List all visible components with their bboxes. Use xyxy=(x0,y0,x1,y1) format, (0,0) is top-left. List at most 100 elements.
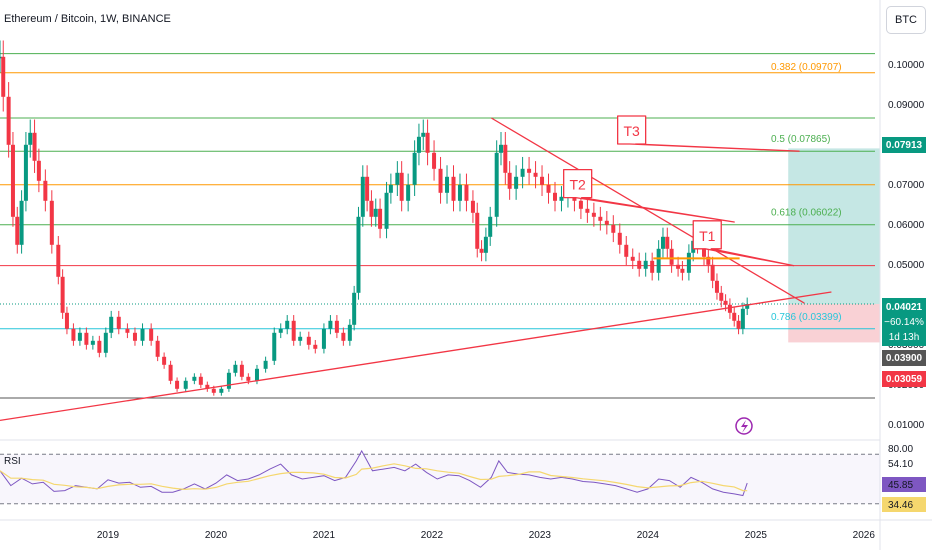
candle-body-69 xyxy=(421,132,426,137)
candle-body-34 xyxy=(205,384,210,389)
candle-body-3 xyxy=(10,144,15,217)
callout-label-2: T1 xyxy=(699,228,716,244)
candle-body-97 xyxy=(585,208,590,213)
callout-label-1: T2 xyxy=(569,177,586,193)
candle-body-28 xyxy=(162,356,167,365)
rsi-panel: RSI 80.00 54.10 45.85 34.46 xyxy=(0,439,926,512)
fib-label-3: 0.786 (0.03399) xyxy=(771,312,842,323)
candle-body-113 xyxy=(680,268,685,273)
candle-body-49 xyxy=(313,344,318,349)
candle-body-51 xyxy=(328,320,333,329)
candle-body-57 xyxy=(360,176,365,217)
candle-body-107 xyxy=(650,260,655,273)
x-tick-label-7: 2026 xyxy=(853,530,876,541)
candle-body-20 xyxy=(103,332,108,353)
x-tick-label-1: 2020 xyxy=(205,530,228,541)
candle-body-123 xyxy=(727,304,732,313)
y-tick-label-4: 0.06000 xyxy=(888,220,925,231)
candle-body-16 xyxy=(77,332,82,341)
candle-body-58 xyxy=(365,176,370,201)
x-tick-label-2: 2021 xyxy=(313,530,336,541)
rsi-level-2: 45.85 xyxy=(888,480,913,491)
candle-body-54 xyxy=(347,324,352,341)
callout-bubble-1 xyxy=(563,168,735,223)
candle-body-126 xyxy=(740,308,745,329)
candle-body-110 xyxy=(665,236,670,249)
y-tick-label-9: 0.01000 xyxy=(888,420,925,431)
candle-body-18 xyxy=(90,340,95,345)
candle-body-52 xyxy=(334,320,339,333)
y-tick-label-5: 0.05000 xyxy=(888,260,925,271)
candle-body-85 xyxy=(507,172,512,189)
price-change: −60.14% xyxy=(884,316,924,328)
candle-body-121 xyxy=(719,292,724,301)
candle-body-39 xyxy=(239,364,244,377)
candle-body-14 xyxy=(64,312,69,329)
candle-body-1 xyxy=(1,56,6,97)
candle-body-21 xyxy=(109,316,114,333)
candle-body-29 xyxy=(168,364,173,381)
candle-body-73 xyxy=(445,176,450,193)
currency-button[interactable]: BTC xyxy=(886,6,926,34)
rsi-level-tag-3 xyxy=(882,497,926,512)
flash-icon[interactable] xyxy=(735,417,753,435)
candle-body-55 xyxy=(352,292,357,325)
fib-label-1: 0.5 (0.07865) xyxy=(771,134,831,145)
candle-body-103 xyxy=(624,244,629,257)
candle-body-86 xyxy=(514,176,519,189)
rsi-band xyxy=(0,454,880,504)
x-tick-label-5: 2024 xyxy=(637,530,660,541)
target-zone xyxy=(788,148,880,304)
candle-body-127 xyxy=(745,304,750,309)
candle-body-109 xyxy=(660,236,665,249)
candle-body-106 xyxy=(643,260,648,269)
rsi-level-3: 34.46 xyxy=(888,500,913,511)
candle-body-62 xyxy=(384,192,389,229)
candle-body-25 xyxy=(140,328,145,341)
rsi-level-0: 80.00 xyxy=(888,444,913,455)
candle-body-88 xyxy=(527,168,532,173)
candle-body-60 xyxy=(373,208,378,217)
callout-bubble-0 xyxy=(617,115,800,152)
candle-body-35 xyxy=(211,388,216,393)
candle-body-48 xyxy=(306,336,311,345)
candle-body-90 xyxy=(540,176,545,185)
x-tick-label-4: 2023 xyxy=(529,530,552,541)
candle-body-53 xyxy=(341,332,346,341)
candle-body-5 xyxy=(19,200,24,245)
candle-body-43 xyxy=(272,332,277,361)
candle-body-23 xyxy=(125,328,130,333)
candle-body-11 xyxy=(49,200,54,245)
candle-body-96 xyxy=(578,200,583,209)
candle-body-7 xyxy=(28,132,33,145)
target-callouts: T3 T2 T1 xyxy=(563,115,800,267)
candle-body-82 xyxy=(494,152,499,217)
fib-label-0: 0.382 (0.09707) xyxy=(771,62,842,73)
candle-body-9 xyxy=(36,160,41,181)
position-zones xyxy=(788,148,880,343)
candle-body-71 xyxy=(432,152,437,169)
candle-body-22 xyxy=(116,316,121,329)
candle-body-77 xyxy=(470,200,475,213)
fib-labels: 0.382 (0.09707) 0.5 (0.07865) 0.618 (0.060… xyxy=(771,62,842,323)
candle-body-66 xyxy=(406,184,411,201)
price-tag-level-b: 0.03059 xyxy=(882,371,926,387)
candle-body-27 xyxy=(155,340,160,357)
trendline-0 xyxy=(0,291,832,422)
candle-body-68 xyxy=(416,136,421,153)
candle-body-79 xyxy=(479,248,484,253)
candle-body-125 xyxy=(736,320,741,329)
candle-body-12 xyxy=(56,244,61,277)
candle-body-118 xyxy=(706,256,711,265)
candle-body-2 xyxy=(6,96,11,145)
callout-bubble-2 xyxy=(692,220,795,267)
candle-body-59 xyxy=(369,200,374,217)
current-price: 0.04021 xyxy=(885,301,923,313)
candle-body-89 xyxy=(533,172,538,177)
candle-body-44 xyxy=(278,328,283,333)
candle-body-74 xyxy=(451,176,456,201)
candle-body-91 xyxy=(546,184,551,193)
candle-body-15 xyxy=(71,328,76,341)
